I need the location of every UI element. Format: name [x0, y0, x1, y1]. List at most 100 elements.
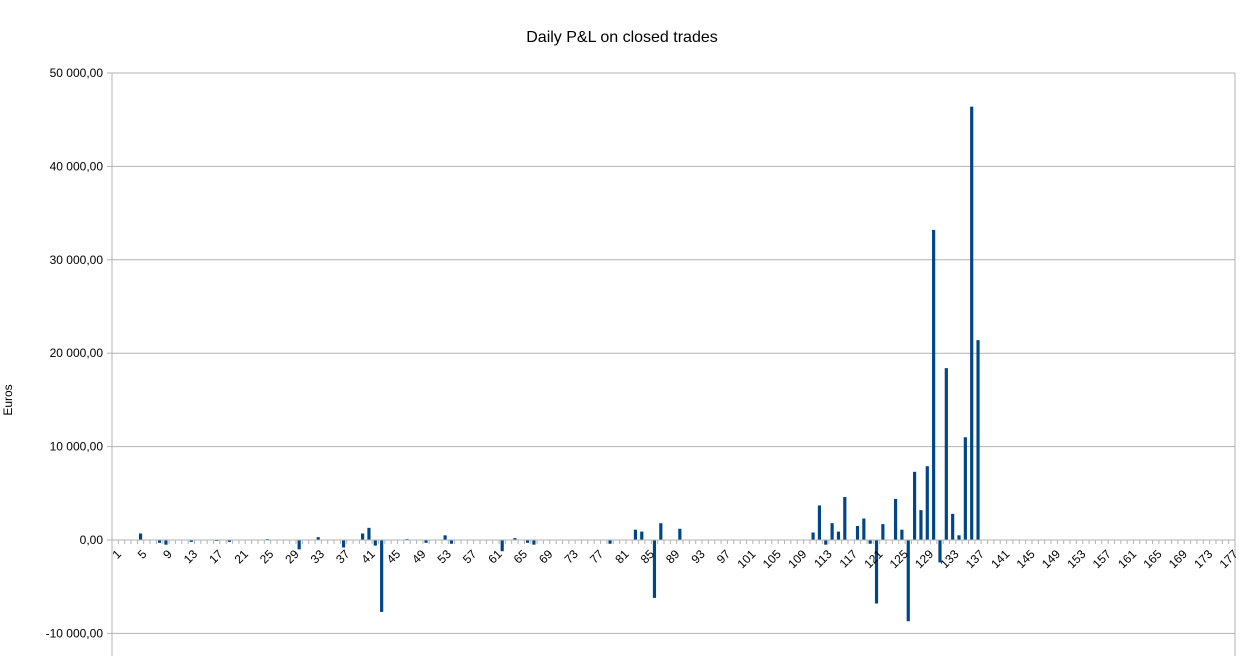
bar: [900, 529, 904, 540]
bar: [373, 540, 377, 546]
bar: [500, 540, 504, 552]
bar: [659, 523, 663, 540]
bar: [817, 505, 822, 540]
x-axis-ticks: 1 5 9 13 17 21 25 29 33 37 41 45 49 53 57 61 65 69 73 77 81 8…: [109, 540, 1241, 571]
x-tick-label: 173: [1191, 547, 1215, 571]
x-tick-label: 73: [562, 547, 582, 567]
x-tick-label: 145: [1014, 547, 1038, 571]
bar: [532, 540, 536, 545]
bar: [970, 106, 974, 541]
axes: [111, 72, 1236, 656]
bar: [513, 538, 517, 540]
x-tick-label: 45: [384, 547, 404, 567]
bar: [640, 531, 644, 540]
bar: [963, 437, 967, 540]
x-tick-label: 81: [612, 547, 632, 567]
x-tick-label: 161: [1115, 547, 1139, 571]
bar: [944, 368, 948, 540]
x-tick-label: 49: [409, 547, 429, 567]
x-tick-label: 157: [1090, 547, 1114, 571]
y-tick-label: -10 000,00: [46, 626, 104, 640]
bar: [919, 510, 923, 540]
bar: [525, 540, 530, 543]
x-tick-label: 41: [359, 547, 379, 567]
bar: [189, 540, 193, 542]
x-tick-label: 65: [511, 547, 531, 567]
bar: [836, 531, 841, 540]
x-tick-label: 153: [1064, 547, 1088, 571]
x-tick-label: 97: [714, 547, 734, 567]
x-tick-label: 21: [232, 547, 252, 567]
bar: [855, 525, 860, 540]
x-tick-label: 17: [206, 547, 226, 567]
bar: [449, 540, 454, 544]
bar: [824, 540, 828, 545]
bar: [811, 532, 815, 540]
y-tick-label: 20 000,00: [50, 346, 104, 360]
bar: [843, 497, 847, 540]
x-tick-label: 89: [663, 547, 683, 567]
x-tick-label: 77: [587, 547, 607, 567]
bar: [227, 540, 231, 542]
x-tick-label: 25: [257, 547, 277, 567]
x-tick-label: 29: [282, 547, 302, 567]
x-tick-label: 13: [181, 547, 201, 567]
bar: [341, 540, 346, 548]
bar: [932, 229, 936, 541]
x-tick-label: 57: [460, 547, 480, 567]
x-tick-label: 93: [688, 547, 708, 567]
x-tick-label: 105: [760, 547, 784, 571]
bar: [443, 535, 447, 540]
bar: [297, 540, 301, 550]
bars: [138, 106, 980, 622]
bar: [424, 540, 428, 543]
bar: [893, 498, 898, 540]
bar: [868, 540, 872, 544]
y-tick-label: 50 000,00: [50, 66, 104, 80]
y-axis-ticks: 50 000,00 40 000,00 30 000,00 20 000,00 10 0…: [46, 66, 112, 640]
bar: [316, 537, 320, 540]
bar: [367, 527, 371, 540]
x-tick-label: 137: [963, 547, 987, 571]
x-tick-label: 177: [1217, 547, 1241, 571]
y-tick-label: 30 000,00: [50, 253, 104, 267]
x-tick-label: 129: [912, 547, 936, 571]
x-tick-label: 165: [1141, 547, 1165, 571]
x-tick-label: 169: [1166, 547, 1190, 571]
bar: [652, 540, 657, 598]
bar: [138, 533, 143, 540]
x-tick-label: 53: [435, 547, 455, 567]
x-tick-label: 33: [308, 547, 328, 567]
x-tick-label: 37: [333, 547, 353, 567]
x-tick-label: 5: [135, 547, 150, 562]
bar: [938, 540, 942, 563]
bar: [608, 540, 612, 544]
x-tick-label: 141: [988, 547, 1012, 571]
chart-title: Daily P&L on closed trades: [526, 29, 718, 46]
bar: [976, 340, 980, 540]
y-tick-label: 0,00: [80, 533, 104, 547]
y-axis-label: Euros: [1, 384, 15, 415]
x-tick-label: 149: [1039, 547, 1063, 571]
bar: [881, 524, 885, 540]
bar: [862, 518, 866, 540]
bar: [906, 540, 910, 622]
y-tick-label: 10 000,00: [50, 440, 104, 454]
x-tick-label: 121: [861, 547, 885, 571]
x-tick-label: 9: [160, 547, 175, 562]
x-tick-label: 109: [785, 547, 809, 571]
bar: [874, 540, 879, 604]
x-tick-label: 69: [536, 547, 556, 567]
bar: [361, 533, 365, 540]
bar: [913, 471, 917, 540]
bar: [678, 528, 682, 540]
bar: [633, 529, 638, 540]
bar: [925, 466, 929, 540]
bar: [380, 540, 384, 612]
bar: [957, 535, 961, 540]
bar: [164, 540, 168, 545]
bar: [157, 540, 162, 543]
y-tick-label: 40 000,00: [50, 159, 104, 173]
